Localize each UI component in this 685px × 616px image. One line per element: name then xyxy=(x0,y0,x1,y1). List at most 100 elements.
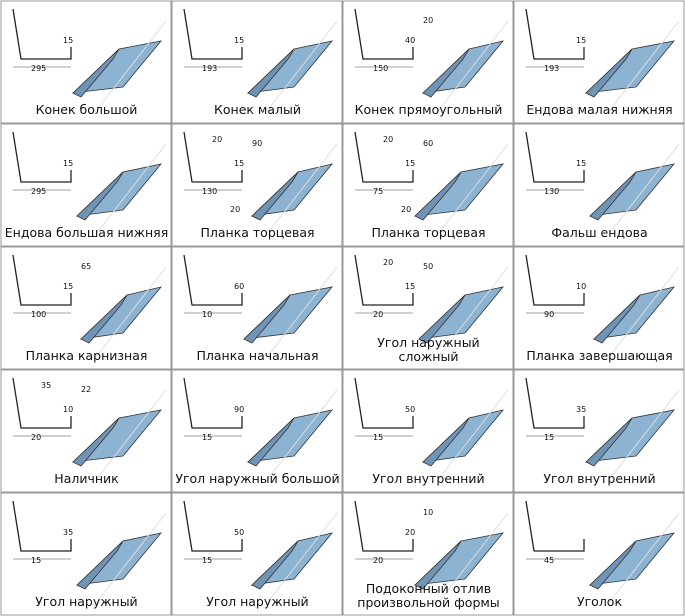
dimension: 20 xyxy=(383,135,393,144)
cell-border xyxy=(0,123,172,247)
profile-face-dark xyxy=(251,540,299,590)
item-label: Угол наружный xyxy=(206,594,308,609)
dimension: 15 xyxy=(234,159,244,168)
item-label: Угол внутренний xyxy=(372,471,484,486)
watermark xyxy=(95,266,167,358)
profile xyxy=(354,131,414,183)
cell: 193 15 Ендова малая нижняя xyxy=(513,0,685,124)
watermark xyxy=(608,20,680,112)
cell-border xyxy=(513,123,685,247)
dimension: 15 xyxy=(234,36,244,45)
cell-border xyxy=(513,369,685,493)
dimension: 193 xyxy=(544,64,559,73)
label-line: Угол наружный xyxy=(377,335,479,350)
profile xyxy=(525,131,585,183)
dimension: 10 xyxy=(63,405,73,414)
dimension: 15 xyxy=(544,433,554,442)
profile xyxy=(12,254,72,306)
watermark xyxy=(437,143,509,235)
dimension: 65 xyxy=(81,262,91,271)
profile xyxy=(525,254,585,306)
dimension: 295 xyxy=(31,64,46,73)
profile-face-dark xyxy=(76,540,124,590)
profile-face-dark xyxy=(418,294,466,344)
profile xyxy=(12,377,72,429)
cell: 15 35 Угол наружный xyxy=(0,492,172,616)
profile xyxy=(183,254,243,306)
watermark xyxy=(608,512,680,604)
dimension: 15 xyxy=(202,433,212,442)
cell-border xyxy=(171,492,343,616)
cell: 193 15 Конек малый xyxy=(171,0,343,124)
cell-border xyxy=(0,0,172,124)
profile-face-dark xyxy=(422,417,470,467)
cell-border xyxy=(0,246,172,370)
profile xyxy=(354,500,414,552)
cell-border xyxy=(513,492,685,616)
item-label: Угол внутренний xyxy=(543,471,655,486)
dimension: 45 xyxy=(544,556,554,565)
profile-face-dark xyxy=(251,171,299,221)
watermark xyxy=(266,389,338,481)
watermark xyxy=(266,20,338,112)
cell: 20 15 50 20 Угол наружный сложный xyxy=(342,246,514,370)
cell-border xyxy=(513,246,685,370)
profile-face-dark xyxy=(247,417,295,467)
dimension: 60 xyxy=(234,282,244,291)
cell: 15 90 Угол наружный большой xyxy=(171,369,343,493)
dimension: 193 xyxy=(202,64,217,73)
watermark xyxy=(437,512,509,604)
cell-border xyxy=(342,246,514,370)
cell-border xyxy=(171,123,343,247)
item-label: Фальш ендова xyxy=(551,225,647,240)
profile-face-dark xyxy=(243,294,291,344)
watermark xyxy=(608,389,680,481)
cell: 90 10 Планка завершающая xyxy=(513,246,685,370)
dimension: 20 xyxy=(423,16,433,25)
cell-border xyxy=(0,492,172,616)
cell: 130 15 Фальш ендова xyxy=(513,123,685,247)
watermark xyxy=(608,266,680,358)
watermark xyxy=(437,266,509,358)
dimension: 130 xyxy=(544,187,559,196)
dimension: 90 xyxy=(234,405,244,414)
watermark xyxy=(608,143,680,235)
cell-border xyxy=(513,0,685,124)
profile xyxy=(525,377,585,429)
cell: 45 Уголок xyxy=(513,492,685,616)
dimension: 60 xyxy=(423,139,433,148)
cell: 100 15 65 Планка карнизная xyxy=(0,246,172,370)
dimension: 20 xyxy=(401,205,411,214)
profile-face-dark xyxy=(422,48,470,98)
cell-border xyxy=(342,492,514,616)
dimension: 15 xyxy=(63,282,73,291)
profile-face-dark xyxy=(72,48,120,98)
item-label: Подоконный отлив произвольной формы xyxy=(357,581,499,610)
dimension: 75 xyxy=(373,187,383,196)
dimension: 20 xyxy=(212,135,222,144)
dimension: 150 xyxy=(373,64,388,73)
profile-face-dark xyxy=(76,171,124,221)
cell: 295 15 Ендова большая нижняя xyxy=(0,123,172,247)
dimension: 50 xyxy=(405,405,415,414)
dimension: 20 xyxy=(230,205,240,214)
item-label: Уголок xyxy=(577,594,622,609)
profile-face-dark xyxy=(414,171,462,221)
dimension: 15 xyxy=(63,36,73,45)
profile xyxy=(354,254,414,306)
item-label: Угол наружный сложный xyxy=(377,335,479,364)
profile xyxy=(354,8,414,60)
dimension: 15 xyxy=(405,159,415,168)
label-line: Подоконный отлив xyxy=(366,581,491,596)
watermark xyxy=(95,20,167,112)
profile xyxy=(183,8,243,60)
dimension: 10 xyxy=(423,508,433,517)
dimension: 20 xyxy=(373,310,383,319)
dimension: 35 xyxy=(41,381,51,390)
dimension: 295 xyxy=(31,187,46,196)
dimension: 20 xyxy=(405,528,415,537)
dimension: 22 xyxy=(81,385,91,394)
cell-border xyxy=(0,369,172,493)
profile-face-dark xyxy=(589,171,637,221)
profile xyxy=(183,131,243,183)
